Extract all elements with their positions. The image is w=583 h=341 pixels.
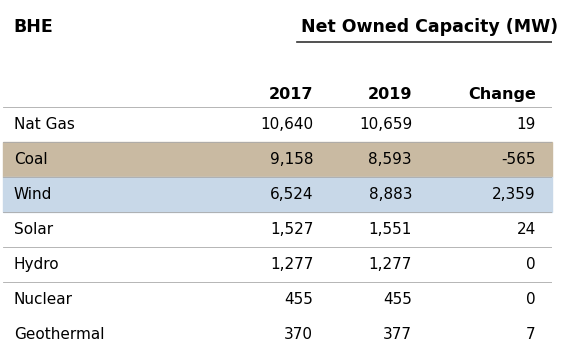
Text: 24: 24 (517, 222, 536, 237)
Text: 455: 455 (285, 292, 313, 307)
Text: 377: 377 (383, 327, 412, 341)
Text: 0: 0 (526, 292, 536, 307)
Text: 2,359: 2,359 (492, 187, 536, 202)
Text: Wind: Wind (14, 187, 52, 202)
Text: 1,277: 1,277 (270, 257, 313, 272)
Text: Geothermal: Geothermal (14, 327, 104, 341)
Text: 1,551: 1,551 (368, 222, 412, 237)
Text: 1,277: 1,277 (368, 257, 412, 272)
Text: 9,158: 9,158 (270, 152, 313, 167)
Text: Nuclear: Nuclear (14, 292, 73, 307)
Text: 7: 7 (526, 327, 536, 341)
Text: 0: 0 (526, 257, 536, 272)
Text: 2019: 2019 (368, 87, 412, 102)
Text: 8,883: 8,883 (368, 187, 412, 202)
Text: -565: -565 (501, 152, 536, 167)
Text: 455: 455 (383, 292, 412, 307)
Text: 8,593: 8,593 (368, 152, 412, 167)
Bar (3, 177, 552, 212)
Text: 10,659: 10,659 (359, 117, 412, 132)
Text: 370: 370 (284, 327, 313, 341)
Text: Coal: Coal (14, 152, 47, 167)
Text: 19: 19 (517, 117, 536, 132)
Text: Change: Change (468, 87, 536, 102)
Text: Solar: Solar (14, 222, 53, 237)
Text: 2017: 2017 (269, 87, 313, 102)
Text: 10,640: 10,640 (260, 117, 313, 132)
Text: Nat Gas: Nat Gas (14, 117, 75, 132)
Text: Hydro: Hydro (14, 257, 59, 272)
Text: 1,527: 1,527 (270, 222, 313, 237)
Text: 6,524: 6,524 (270, 187, 313, 202)
Bar (3, 142, 552, 177)
Text: BHE: BHE (14, 18, 54, 36)
Text: Net Owned Capacity (MW): Net Owned Capacity (MW) (301, 18, 559, 36)
